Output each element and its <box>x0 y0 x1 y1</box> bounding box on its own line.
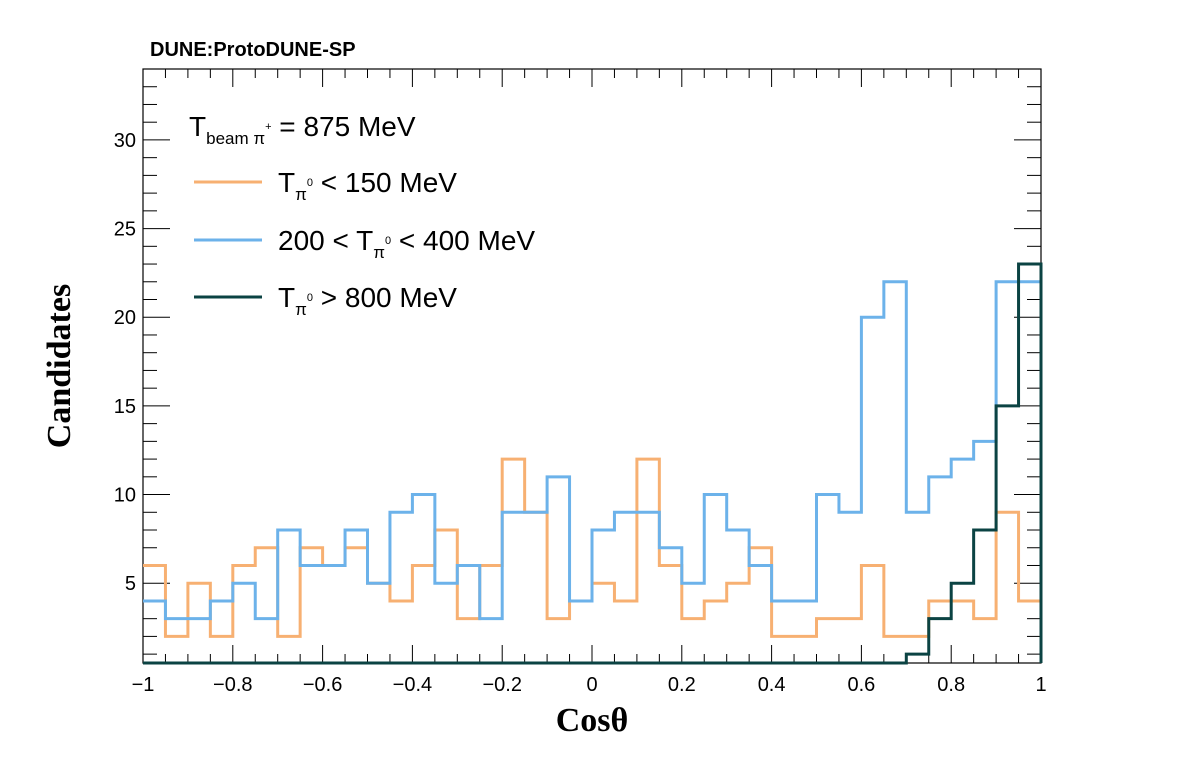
histogram-series-3 <box>143 262 1043 665</box>
y-tick-label: 5 <box>125 573 136 595</box>
x-tick-label: 0 <box>586 674 597 696</box>
y-tick-label: 10 <box>114 485 136 507</box>
y-tick-label: 20 <box>114 307 136 329</box>
y-tick-labels: 5 10 15 20 25 30 <box>114 130 136 595</box>
x-tick-label: 1 <box>1035 674 1046 696</box>
legend-label-1: Tπ0 < 150 MeV <box>278 167 457 204</box>
x-tick-label: −0.8 <box>213 674 252 696</box>
x-tick-label: 0.6 <box>847 674 875 696</box>
histogram-series <box>143 262 1043 665</box>
x-tick-label: 0.2 <box>668 674 696 696</box>
legend-header: Tbeam π+ = 875 MeV <box>189 111 416 148</box>
x-tick-label: −1 <box>132 674 155 696</box>
x-tick-label: 0.8 <box>937 674 965 696</box>
y-tick-label: 30 <box>114 130 136 152</box>
x-tick-label: −0.4 <box>393 674 432 696</box>
x-tick-label: 0.4 <box>758 674 786 696</box>
x-axis-title: Cosθ <box>556 702 629 739</box>
y-axis-title: Candidates <box>41 284 78 448</box>
y-tick-label: 25 <box>114 219 136 241</box>
chart-banner: DUNE:ProtoDUNE-SP <box>150 39 356 61</box>
legend-label-2: 200 < Tπ0 < 400 MeV <box>278 225 535 262</box>
x-tick-label: −0.2 <box>482 674 521 696</box>
histogram-series-2 <box>143 280 1043 663</box>
x-tick-labels: −1 −0.8 −0.6 −0.4 −0.2 0 0.2 0.4 0.6 0.8 1 <box>132 674 1047 696</box>
legend-label-3: Tπ0 > 800 MeV <box>278 282 457 319</box>
legend: Tbeam π+ = 875 MeV Tπ0 < 150 MeV 200 < Tπ0… <box>189 111 535 319</box>
y-tick-label: 15 <box>114 396 136 418</box>
x-tick-label: −0.6 <box>303 674 342 696</box>
